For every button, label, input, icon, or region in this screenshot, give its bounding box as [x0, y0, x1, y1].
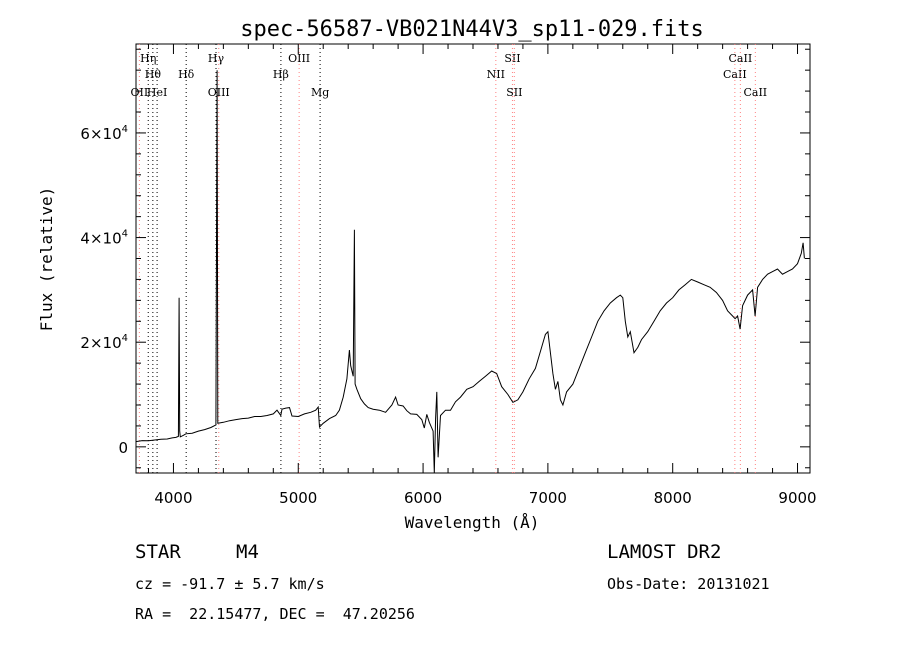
line-label-13: CaII — [723, 68, 747, 81]
line-label-11: SII — [504, 52, 520, 65]
object-class: STAR — [135, 541, 181, 563]
line-label-15: CaII — [743, 86, 767, 99]
y-tick-label-3: 6×104 — [80, 124, 128, 143]
line-label-3: HeI — [147, 86, 167, 99]
y-tick-label-0: 0 — [118, 439, 128, 457]
obs-date-text: Obs-Date: 20131021 — [607, 575, 770, 593]
chart-title: spec-56587-VB021N44V3_sp11-029.fits — [240, 17, 704, 42]
line-label-14: CaII — [729, 52, 753, 65]
x-tick-label-4: 8000 — [654, 489, 692, 507]
line-label-9: Mg — [311, 86, 329, 99]
coordinates-text: RA = 22.15477, DEC = 47.20256 — [135, 605, 415, 623]
line-label-6: OIII — [208, 86, 230, 99]
y-axis-label: Flux (relative) — [37, 187, 56, 332]
x-tick-label-3: 7000 — [529, 489, 567, 507]
line-label-4: Hδ — [178, 68, 195, 81]
line-label-10: NII — [487, 68, 505, 81]
y-tick-label-2: 4×104 — [80, 229, 128, 248]
object-subclass: M4 — [236, 541, 259, 563]
line-label-7: Hβ — [273, 68, 289, 81]
x-tick-label-0: 4000 — [154, 489, 192, 507]
line-label-12: SII — [506, 86, 522, 99]
axis-ticks: 4000 5000 6000 7000 8000 9000 0 2×104 4×104 6×104 — [80, 44, 817, 507]
x-axis-label: Wavelength (Å) — [405, 513, 540, 532]
y-tick-label-1: 2×104 — [80, 333, 128, 352]
redshift-text: cz = -91.7 ± 5.7 km/s — [135, 575, 325, 593]
line-label-1: Hη — [140, 52, 156, 65]
spectral-line-markers: OIIHηHθHeIHδHγOIIIHβOIIIMgNIISIISIICaIIC… — [131, 44, 767, 473]
spectrum-line — [135, 70, 805, 474]
x-tick-label-1: 5000 — [279, 489, 317, 507]
line-label-8: OIII — [288, 52, 310, 65]
survey-name: LAMOST DR2 — [607, 541, 722, 563]
line-label-5: Hγ — [208, 52, 225, 65]
x-tick-label-5: 9000 — [778, 489, 816, 507]
line-label-2: Hθ — [145, 68, 162, 81]
plot-frame — [135, 43, 811, 474]
line-label-0: OII — [131, 86, 149, 99]
x-tick-label-2: 6000 — [404, 489, 442, 507]
